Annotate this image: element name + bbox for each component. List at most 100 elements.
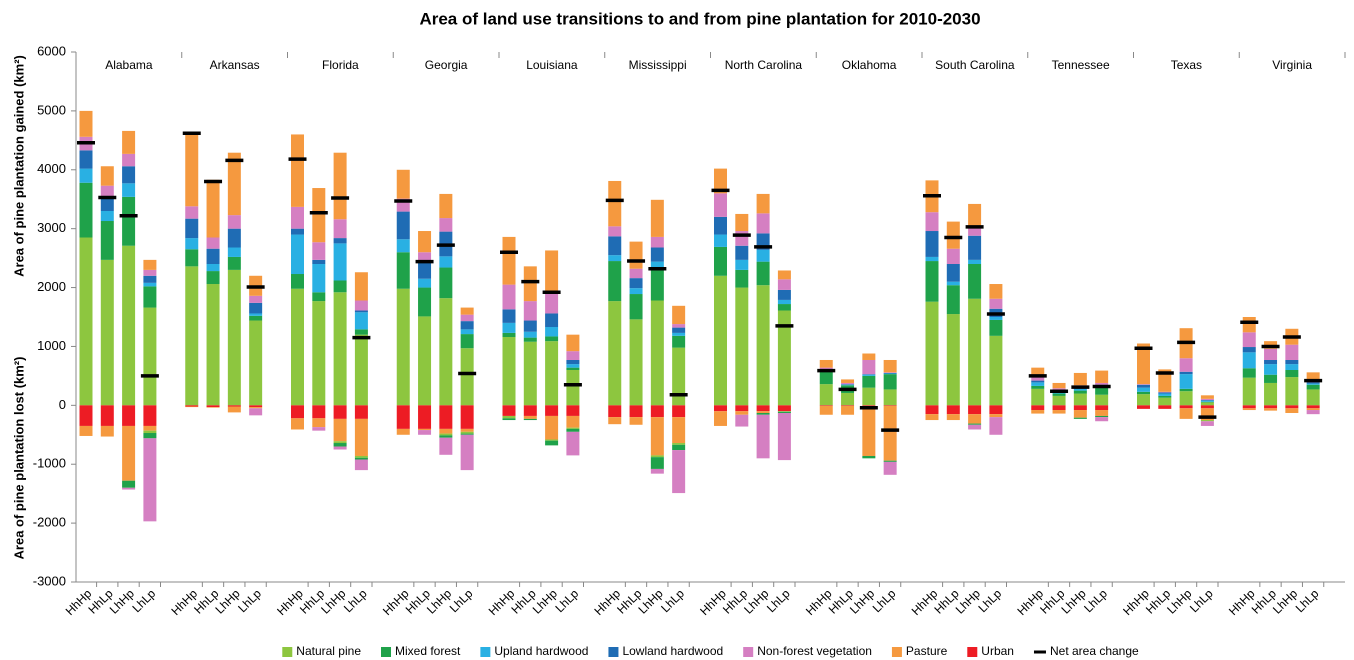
bar-segment	[545, 250, 559, 294]
bar-segment	[566, 351, 580, 360]
bar-segment	[1285, 344, 1299, 360]
bar-segment	[502, 418, 516, 421]
bar-segment	[777, 405, 791, 412]
bar-segment	[862, 455, 876, 459]
bar-segment	[883, 359, 897, 373]
bar-segment	[968, 259, 982, 264]
bar-segment	[460, 334, 474, 349]
bar-segment	[79, 168, 93, 183]
bar-segment	[100, 221, 114, 260]
bar-segment	[460, 307, 474, 315]
legend-label: Urban	[981, 644, 1014, 658]
bar-segment	[523, 337, 537, 342]
bar-segment	[1200, 401, 1214, 403]
bar-segment	[672, 417, 686, 444]
bar-segment	[672, 347, 686, 406]
bar-segment	[1242, 368, 1256, 378]
bar-segment	[629, 294, 643, 320]
bar-segment	[777, 412, 791, 461]
bar-segment	[354, 457, 368, 460]
bar-segment	[249, 407, 263, 409]
bar-segment	[650, 455, 664, 458]
bar-segment	[672, 327, 686, 333]
bar-segment	[143, 269, 157, 276]
x-tick-label: LhLp	[1081, 586, 1110, 615]
bar-segment	[629, 278, 643, 289]
bar-segment	[989, 414, 1003, 418]
bar-segment	[566, 367, 580, 370]
bar-segment	[143, 259, 157, 270]
bar-segment	[1285, 359, 1299, 365]
bar-segment	[206, 264, 220, 272]
bar-segment	[1200, 400, 1214, 401]
bar-segment	[862, 374, 876, 376]
bar-segment	[1052, 410, 1066, 414]
bar-segment	[1052, 388, 1066, 391]
bar-segment	[1306, 383, 1320, 385]
bar-segment	[862, 353, 876, 360]
bar-segment	[777, 411, 791, 413]
bar-segment	[333, 418, 347, 442]
bar-segment	[650, 268, 664, 301]
bar-segment	[100, 425, 114, 437]
bar-segment	[396, 169, 410, 199]
bar-segment	[100, 185, 114, 198]
bar-segment	[777, 310, 791, 406]
bar-segment	[1158, 397, 1172, 406]
bar-segment	[925, 261, 939, 302]
bar-segment	[143, 433, 157, 439]
bar-segment	[333, 238, 347, 244]
bar-segment	[185, 238, 199, 250]
bar-segment	[1306, 410, 1320, 415]
bar-segment	[439, 298, 453, 406]
bar-segment	[989, 417, 1003, 435]
bar-segment	[418, 278, 432, 288]
bar-segment	[608, 417, 622, 425]
bar-segment	[989, 405, 1003, 415]
bar-segment	[756, 261, 770, 286]
bar-segment	[312, 264, 326, 293]
bar-segment	[227, 406, 241, 413]
bar-segment	[333, 152, 347, 220]
bar-segment	[100, 197, 114, 211]
bar-segment	[1031, 385, 1045, 389]
bar-segment	[608, 301, 622, 406]
bar-segment	[756, 411, 770, 413]
bar-segment	[1137, 405, 1150, 409]
x-tick-label: LhLp	[658, 586, 687, 615]
bar-segment	[439, 405, 453, 429]
group-label: Oklahoma	[842, 58, 897, 72]
bar-segment	[206, 284, 220, 406]
bar-segment	[735, 231, 749, 246]
bar-segment	[1200, 405, 1214, 409]
y-tick-label: -2000	[33, 515, 66, 530]
y-tick-label: 2000	[37, 279, 66, 294]
x-tick-label: LhLp	[1187, 586, 1216, 615]
bar-segment	[1095, 382, 1109, 385]
bar-segment	[79, 237, 93, 406]
bar-segment	[777, 289, 791, 300]
bar-segment	[354, 310, 368, 313]
bar-segment	[672, 450, 686, 494]
bar-segment	[925, 301, 939, 406]
bar-segment	[946, 281, 960, 286]
y-tick-label: 6000	[37, 43, 66, 58]
bar-segment	[1179, 358, 1193, 372]
bar-segment	[1179, 371, 1193, 375]
bar-segment	[460, 405, 474, 429]
bar-segment	[396, 288, 410, 406]
bar-segment	[460, 434, 474, 471]
bar-segment	[1242, 317, 1256, 333]
bar-segment	[1073, 405, 1087, 411]
bar-segment	[439, 428, 453, 434]
bar-segment	[862, 405, 876, 456]
bar-segment	[312, 418, 326, 428]
bar-segment	[227, 269, 241, 406]
group-label: Tennessee	[1052, 58, 1110, 72]
bar-segment	[777, 299, 791, 305]
bar-segment	[968, 414, 982, 424]
bar-segment	[714, 275, 727, 406]
bar-segment	[312, 242, 326, 260]
bar-segment	[1052, 393, 1066, 396]
bar-segment	[714, 168, 727, 194]
